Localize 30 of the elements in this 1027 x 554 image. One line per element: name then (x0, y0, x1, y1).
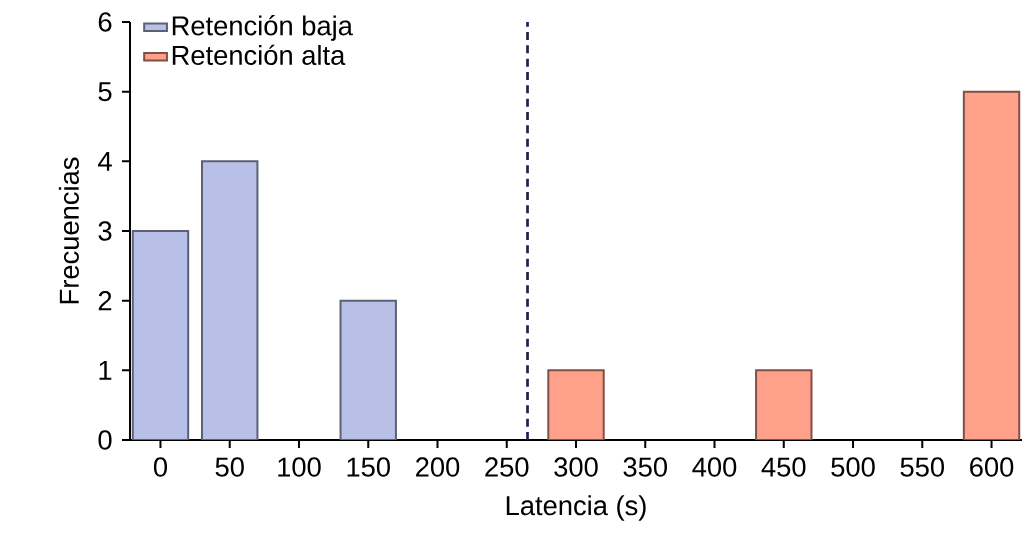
x-tick-label: 250 (485, 457, 529, 477)
x-tick-label: 350 (623, 457, 667, 477)
x-tick-label: 600 (970, 457, 1014, 477)
bar (547, 369, 605, 440)
bar (339, 299, 397, 440)
bar (962, 90, 1021, 440)
y-tick-label: 2 (98, 291, 112, 311)
y-tick-label: 4 (98, 151, 112, 171)
y-tick-label: 5 (98, 82, 112, 102)
bar (201, 160, 259, 440)
x-tick-label: 400 (692, 457, 737, 477)
y-tick-label: 6 (98, 12, 112, 32)
x-tick-label: 450 (761, 457, 806, 477)
bar (131, 230, 190, 440)
y-tick-label: 1 (99, 360, 112, 380)
x-tick-label: 300 (554, 457, 598, 477)
x-tick-label: 150 (347, 457, 390, 477)
x-tick-label: 200 (416, 457, 460, 477)
bar (755, 369, 813, 440)
legend-label: Retención baja (172, 15, 353, 41)
x-tick-label: 50 (215, 457, 244, 477)
y-tick-label: 0 (98, 430, 112, 450)
x-tick-label: 550 (900, 457, 945, 477)
y-axis-title: Frecuencias (58, 157, 79, 304)
x-tick-label: 100 (278, 457, 321, 477)
legend-label: Retención alta (172, 44, 346, 66)
x-axis-title: Latencia (s) (506, 495, 646, 521)
x-tick-label: 0 (153, 457, 168, 477)
x-tick-label: 500 (831, 457, 875, 477)
y-tick-label: 3 (98, 221, 112, 241)
